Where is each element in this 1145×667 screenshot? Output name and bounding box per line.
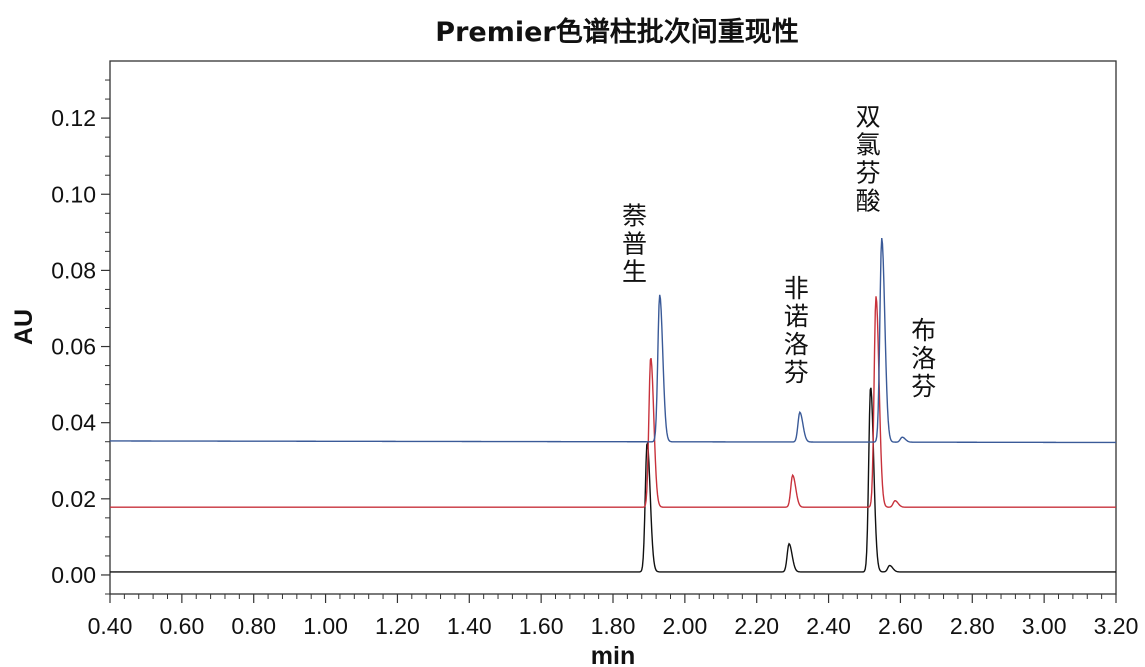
series-line — [110, 387, 1116, 573]
series-layer — [110, 237, 1117, 573]
peak-label-char: 生 — [622, 258, 647, 287]
x-tick-label: 2.40 — [806, 613, 851, 639]
x-axis-label: min — [591, 642, 635, 667]
x-tick-label: 2.20 — [734, 613, 779, 639]
peak-label-char: 诺 — [784, 302, 809, 331]
x-tick-label: 1.20 — [375, 613, 420, 639]
x-tick-label: 3.00 — [1022, 613, 1067, 639]
peak-label: 布洛芬 — [911, 316, 936, 401]
x-tick-label: 2.00 — [662, 613, 707, 639]
y-tick-label: 0.04 — [51, 410, 96, 436]
peak-label-char: 布 — [911, 316, 936, 345]
peak-label-char: 非 — [784, 274, 809, 303]
x-tick-label: 0.60 — [159, 613, 204, 639]
peak-label-char: 双 — [856, 103, 881, 132]
plot-frame — [109, 60, 1117, 595]
y-tick-label: 0.10 — [51, 181, 96, 207]
x-tick-label: 0.80 — [231, 613, 276, 639]
peak-label-char: 芬 — [784, 358, 809, 387]
y-tick-label: 0.00 — [51, 562, 96, 588]
x-tick-label: 3.20 — [1094, 613, 1139, 639]
y-tick-label: 0.12 — [51, 105, 96, 131]
y-tick-label: 0.02 — [51, 486, 96, 512]
peak-label-char: 洛 — [911, 344, 936, 373]
series-line — [110, 237, 1117, 444]
peak-label: 萘普生 — [622, 202, 647, 287]
x-axis: 0.40 0.60 0.80 1.00 1.20 1.40 1.60 1.80 2.00 2.20… — [88, 594, 1139, 639]
x-tick-label: 1.40 — [447, 613, 492, 639]
y-tick-label: 0.08 — [51, 257, 96, 283]
x-tick-label: 0.40 — [88, 613, 133, 639]
x-tick-label: 1.00 — [303, 613, 348, 639]
peak-label-char: 芬 — [911, 372, 936, 401]
peak-label-char: 芬 — [856, 159, 881, 188]
peak-label-char: 普 — [622, 230, 647, 259]
x-tick-label: 2.60 — [878, 613, 923, 639]
peak-label-char: 萘 — [622, 202, 647, 231]
x-tick-label: 2.80 — [950, 613, 995, 639]
peak-label-char: 氯 — [856, 131, 881, 160]
series-line — [110, 296, 1116, 508]
y-axis: 0.00 0.02 0.04 0.06 0.08 0.10 0.12 — [51, 79, 110, 595]
peak-label-char: 洛 — [784, 330, 809, 359]
y-tick-label: 0.06 — [51, 334, 96, 360]
x-tick-label: 1.80 — [591, 613, 636, 639]
y-axis-label: AU — [10, 309, 38, 345]
chart-title: Premier色谱柱批次间重现性 — [435, 16, 798, 48]
x-tick-label: 1.60 — [519, 613, 564, 639]
peak-label-char: 酸 — [856, 187, 881, 216]
